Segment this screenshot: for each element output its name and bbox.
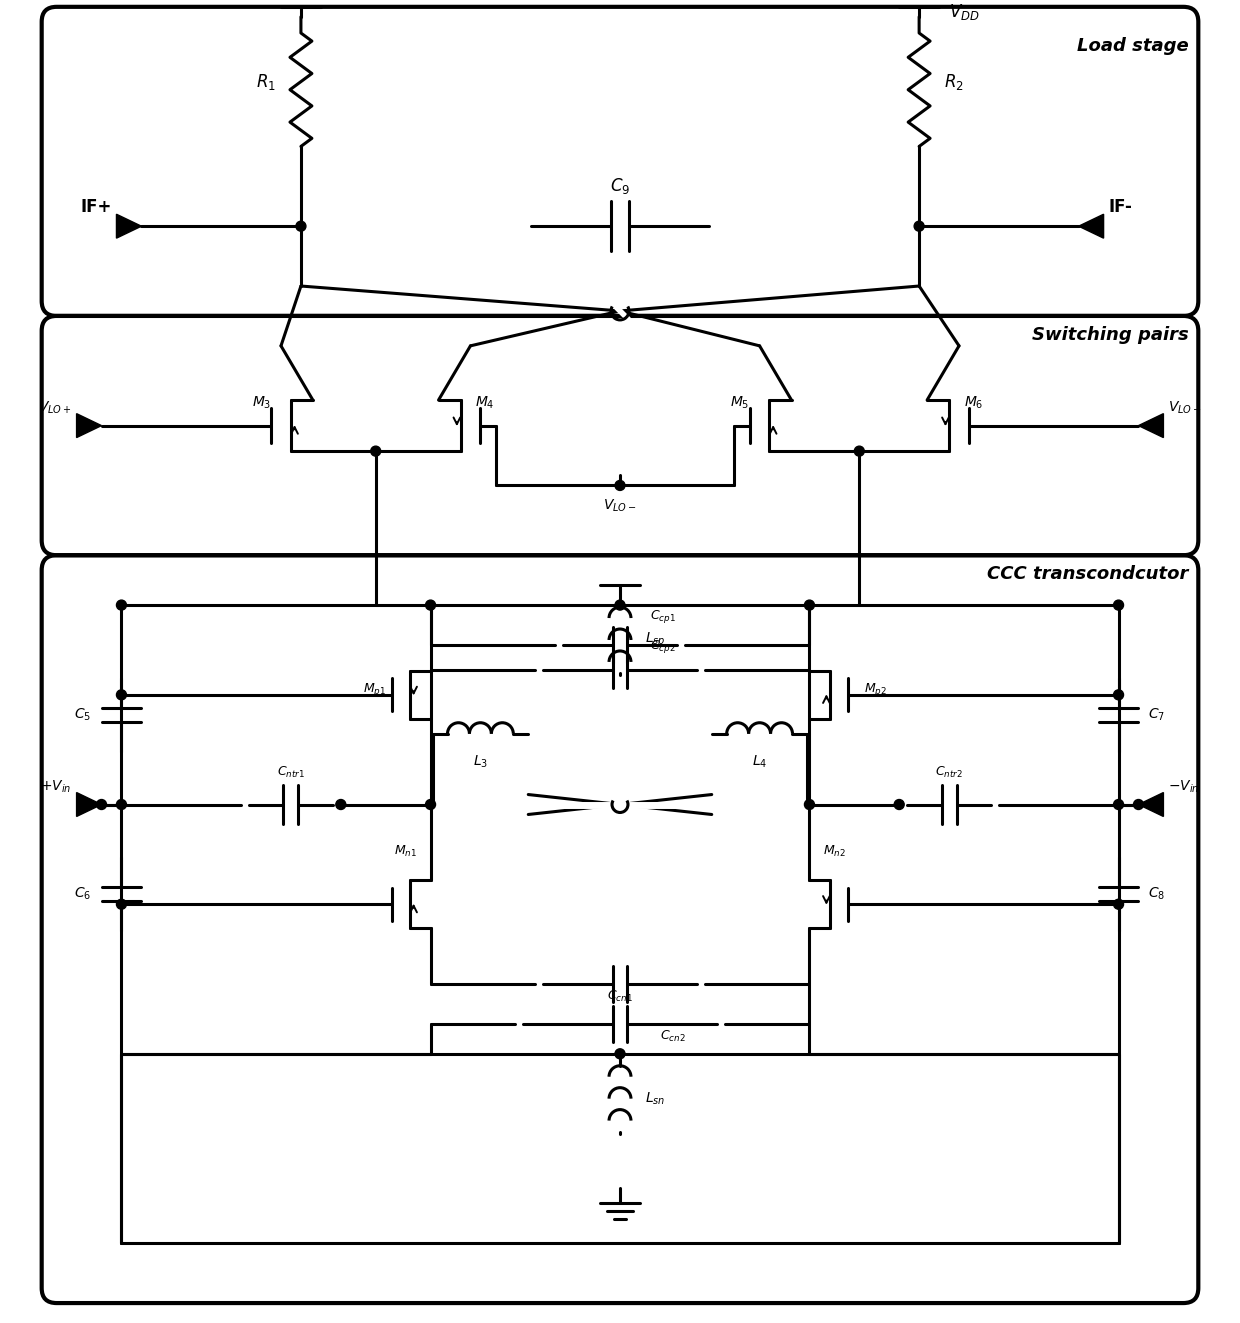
Text: $M_{p2}$: $M_{p2}$ (864, 681, 888, 699)
Text: $C_{cp2}$: $C_{cp2}$ (650, 638, 676, 655)
Text: $C_{ntr2}$: $C_{ntr2}$ (935, 765, 963, 779)
Text: $M_{p1}$: $M_{p1}$ (362, 681, 386, 699)
Circle shape (336, 799, 346, 810)
Circle shape (1114, 799, 1123, 810)
Text: $C_9$: $C_9$ (610, 176, 630, 196)
Circle shape (425, 601, 435, 610)
Text: $-V_{in}$: $-V_{in}$ (1168, 778, 1200, 795)
Text: $L_{sp}$: $L_{sp}$ (645, 631, 666, 650)
Circle shape (615, 480, 625, 491)
Circle shape (1114, 900, 1123, 909)
Text: $M_4$: $M_4$ (475, 394, 495, 410)
Polygon shape (1138, 792, 1163, 816)
Text: $C_{cn2}$: $C_{cn2}$ (660, 1029, 686, 1044)
Circle shape (805, 799, 815, 810)
Circle shape (97, 799, 107, 810)
Text: Load stage: Load stage (1076, 37, 1188, 54)
Text: $L_4$: $L_4$ (751, 754, 768, 770)
Text: $C_{cp1}$: $C_{cp1}$ (650, 609, 676, 624)
Text: $M_3$: $M_3$ (252, 394, 272, 410)
Polygon shape (77, 792, 102, 816)
Circle shape (117, 689, 126, 700)
Circle shape (371, 446, 381, 456)
Circle shape (805, 601, 815, 610)
Text: $M_5$: $M_5$ (730, 394, 750, 410)
Text: $C_{cn1}$: $C_{cn1}$ (608, 990, 632, 1004)
Circle shape (117, 900, 126, 909)
Text: $C_6$: $C_6$ (74, 886, 92, 902)
Polygon shape (117, 214, 141, 238)
Text: $L_{sn}$: $L_{sn}$ (645, 1090, 665, 1107)
Circle shape (117, 799, 126, 810)
Circle shape (854, 446, 864, 456)
Circle shape (615, 1049, 625, 1058)
Text: $C_5$: $C_5$ (74, 706, 92, 722)
Text: IF+: IF+ (81, 198, 112, 216)
Circle shape (914, 221, 924, 232)
Text: $C_{ntr1}$: $C_{ntr1}$ (277, 765, 305, 779)
Text: $R_1$: $R_1$ (257, 71, 277, 91)
Text: $L_3$: $L_3$ (472, 754, 489, 770)
Circle shape (296, 221, 306, 232)
Text: $V_{LO-}$: $V_{LO-}$ (1168, 400, 1202, 415)
Text: $+V_{in}$: $+V_{in}$ (40, 778, 72, 795)
Text: Switching pairs: Switching pairs (1032, 325, 1188, 344)
Text: $V_{DD}$: $V_{DD}$ (949, 1, 980, 21)
Polygon shape (1138, 414, 1163, 438)
Circle shape (1114, 601, 1123, 610)
Circle shape (425, 799, 435, 810)
Text: $M_{n2}$: $M_{n2}$ (823, 844, 846, 860)
Text: $M_6$: $M_6$ (963, 394, 983, 410)
Text: $V_{LO-}$: $V_{LO-}$ (603, 497, 637, 513)
Text: IF-: IF- (1109, 198, 1132, 216)
Polygon shape (1079, 214, 1104, 238)
Text: $M_{n1}$: $M_{n1}$ (394, 844, 417, 860)
Circle shape (117, 601, 126, 610)
Text: $C_8$: $C_8$ (1148, 886, 1166, 902)
Circle shape (1114, 689, 1123, 700)
Text: CCC transcondcutor: CCC transcondcutor (987, 565, 1188, 583)
Circle shape (615, 601, 625, 610)
Circle shape (894, 799, 904, 810)
Circle shape (1133, 799, 1143, 810)
Text: $V_{LO+}$: $V_{LO+}$ (38, 400, 72, 415)
Text: $C_7$: $C_7$ (1148, 706, 1166, 722)
Text: $R_2$: $R_2$ (944, 71, 963, 91)
Polygon shape (77, 414, 102, 438)
